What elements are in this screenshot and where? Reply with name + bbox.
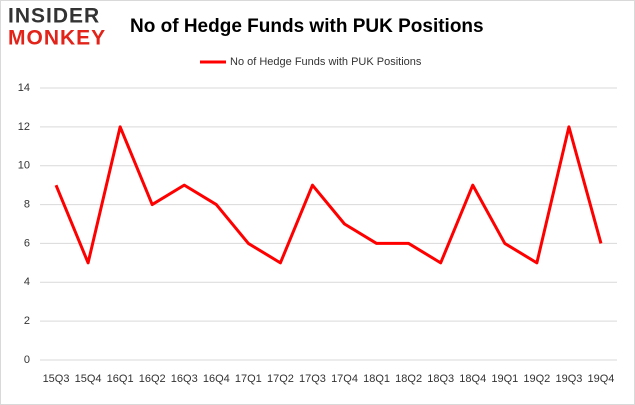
- x-tick-label: 15Q4: [75, 373, 102, 385]
- x-tick-label: 18Q3: [427, 373, 454, 385]
- x-tick-label: 16Q1: [107, 373, 134, 385]
- x-tick-label: 17Q1: [235, 373, 262, 385]
- y-tick-label: 10: [18, 160, 30, 172]
- x-tick-label: 18Q1: [363, 373, 390, 385]
- x-tick-label: 18Q2: [395, 373, 422, 385]
- legend-label: No of Hedge Funds with PUK Positions: [230, 56, 422, 68]
- y-tick-label: 6: [24, 237, 30, 249]
- y-tick-label: 12: [18, 121, 30, 133]
- y-tick-label: 4: [24, 276, 30, 288]
- x-tick-label: 17Q2: [267, 373, 294, 385]
- x-tick-label: 16Q3: [171, 373, 198, 385]
- x-tick-label: 17Q4: [331, 373, 358, 385]
- x-tick-label: 17Q3: [299, 373, 326, 385]
- x-tick-label: 15Q3: [43, 373, 70, 385]
- x-tick-label: 19Q1: [491, 373, 518, 385]
- y-tick-label: 0: [24, 354, 30, 366]
- x-tick-label: 19Q2: [523, 373, 550, 385]
- x-tick-label: 19Q3: [555, 373, 582, 385]
- logo-bottom: MONKEY: [8, 27, 106, 50]
- y-tick-label: 14: [18, 82, 30, 94]
- y-tick-label: 8: [24, 198, 30, 210]
- data-line: [54, 125, 603, 265]
- x-tick-label: 19Q4: [588, 373, 615, 385]
- logo-top: INSIDER: [8, 5, 100, 28]
- chart-title: No of Hedge Funds with PUK Positions: [130, 16, 484, 37]
- x-tick-label: 16Q4: [203, 373, 230, 385]
- x-tick-label: 16Q2: [139, 373, 166, 385]
- x-tick-label: 18Q4: [459, 373, 486, 385]
- y-tick-label: 2: [24, 315, 30, 327]
